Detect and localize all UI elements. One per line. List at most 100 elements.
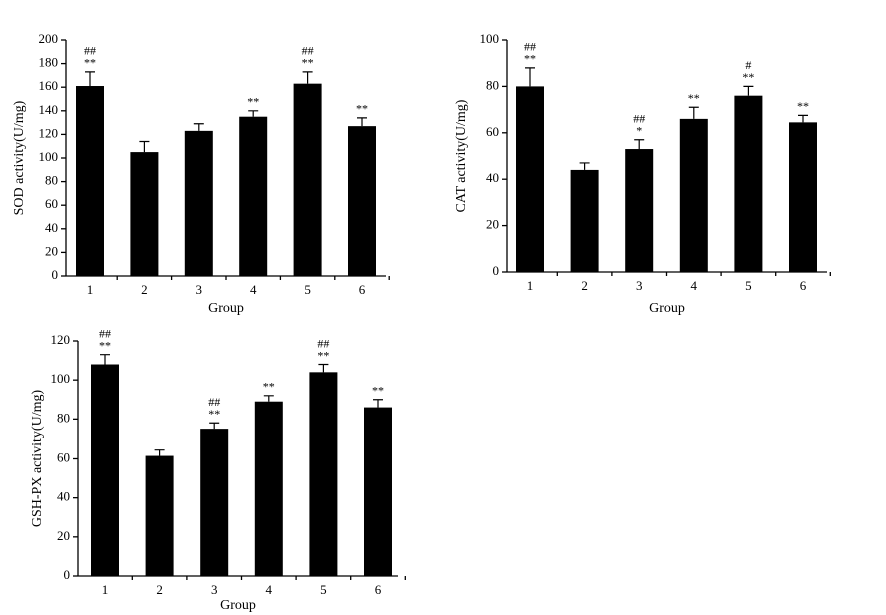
x-tick-label: 3 (636, 278, 643, 293)
error-bar (634, 139, 645, 150)
significance-mark: ** (99, 338, 111, 352)
significance-mark: ** (372, 384, 384, 398)
x-tick-label: 2 (156, 582, 163, 597)
significance-mark: ## (99, 326, 111, 340)
error-bar (193, 123, 204, 131)
y-tick-label: 0 (493, 263, 500, 278)
significance-mark: ** (84, 56, 96, 70)
y-tick-label: 100 (51, 371, 71, 386)
x-tick-label: 2 (581, 278, 588, 293)
y-axis-label: GSH-PX activity(U/mg) (30, 390, 45, 528)
x-tick-label: 6 (800, 278, 807, 293)
error-bar (579, 162, 590, 170)
significance-mark: ** (247, 95, 259, 109)
x-tick-label: 4 (250, 282, 257, 297)
bar (625, 149, 654, 272)
bar (293, 83, 322, 276)
y-tick-label: 120 (51, 332, 71, 347)
bar (348, 126, 376, 276)
x-tick-label: 6 (375, 582, 382, 597)
x-tick-label: 3 (211, 582, 218, 597)
x-tick-label: 1 (102, 582, 109, 597)
bar (145, 455, 174, 576)
x-tick-label: 4 (266, 582, 273, 597)
significance-mark: ** (317, 348, 329, 362)
error-bar (302, 71, 313, 84)
bar (789, 122, 817, 272)
bar (309, 372, 338, 576)
y-tick-label: 40 (57, 489, 70, 504)
y-tick-label: 20 (486, 217, 499, 232)
significance-mark: ## (633, 112, 645, 126)
y-tick-label: 40 (45, 220, 58, 235)
x-tick-label: 5 (320, 582, 327, 597)
y-tick-label: 180 (39, 55, 59, 70)
significance-mark: ## (84, 44, 96, 58)
y-tick-label: 40 (486, 170, 499, 185)
error-bar (798, 114, 808, 123)
y-tick-label: 80 (45, 173, 58, 188)
y-tick-label: 80 (57, 410, 70, 425)
x-tick-label: 5 (745, 278, 752, 293)
error-bar (525, 67, 535, 87)
x-tick-label: 1 (527, 278, 534, 293)
significance-mark: ** (742, 70, 754, 84)
error-bar (139, 140, 150, 153)
error-bar (85, 71, 95, 87)
x-tick-label: 1 (87, 282, 94, 297)
y-tick-label: 20 (57, 528, 70, 543)
bar (254, 401, 283, 576)
y-tick-label: 100 (480, 31, 500, 46)
significance-mark: # (745, 58, 751, 72)
x-tick-label: 4 (691, 278, 698, 293)
bar (130, 152, 159, 276)
significance-mark: ** (524, 52, 536, 66)
error-bar (209, 422, 220, 430)
y-tick-label: 160 (39, 78, 59, 93)
error-bar (688, 106, 699, 119)
bar (570, 169, 599, 272)
significance-mark: ** (797, 99, 809, 113)
error-bar (357, 117, 367, 127)
bar (516, 86, 544, 273)
bar (364, 407, 392, 576)
y-tick-label: 80 (486, 77, 499, 92)
y-tick-label: 120 (39, 125, 59, 140)
bar (679, 118, 708, 272)
y-axis-label: CAT activity(U/mg) (454, 99, 469, 212)
x-axis-label: Group (649, 301, 685, 316)
error-bar (248, 110, 259, 117)
error-bar (263, 395, 274, 402)
bar (734, 95, 763, 273)
significance-mark: * (636, 124, 642, 138)
x-axis-label: Group (220, 598, 256, 613)
y-tick-label: 60 (486, 124, 499, 139)
error-bar (743, 85, 754, 96)
bar (91, 364, 119, 576)
significance-mark: ## (524, 40, 536, 54)
significance-mark: ** (302, 56, 314, 70)
bar (184, 130, 213, 276)
significance-mark: ** (688, 91, 700, 105)
significance-mark: ** (356, 102, 368, 116)
y-tick-label: 0 (64, 567, 71, 582)
y-tick-label: 60 (45, 196, 58, 211)
error-bar (373, 399, 383, 408)
bar (239, 116, 268, 276)
x-axis-label: Group (208, 301, 244, 316)
x-tick-label: 2 (141, 282, 148, 297)
significance-mark: ## (317, 336, 329, 350)
bar (200, 429, 229, 576)
error-bar (100, 354, 110, 365)
x-tick-label: 5 (304, 282, 311, 297)
y-tick-label: 100 (39, 149, 59, 164)
error-bar (154, 449, 165, 456)
y-axis-label: SOD activity(U/mg) (12, 100, 27, 215)
bar (76, 86, 104, 277)
y-tick-label: 140 (39, 102, 59, 117)
x-tick-label: 3 (196, 282, 203, 297)
significance-mark: ## (208, 395, 220, 409)
significance-mark: ** (208, 407, 220, 421)
y-tick-label: 0 (52, 267, 59, 282)
